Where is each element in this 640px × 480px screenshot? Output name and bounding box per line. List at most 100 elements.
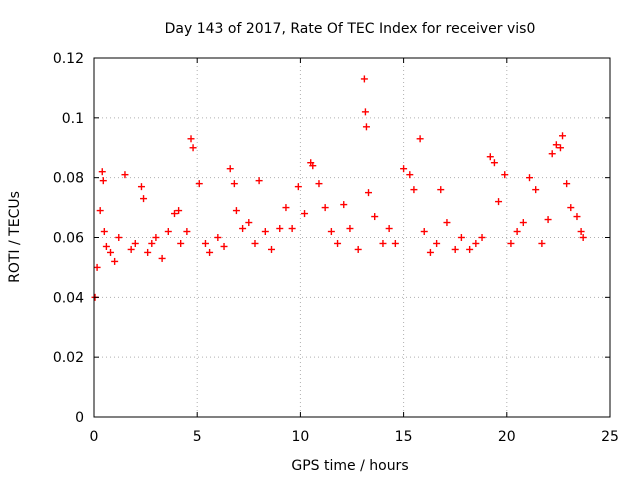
y-tick-label: 0.02 <box>53 350 84 366</box>
x-tick-label: 5 <box>193 429 202 445</box>
data-point <box>416 135 424 143</box>
data-point <box>354 245 362 253</box>
data-point <box>100 228 108 236</box>
data-point <box>245 219 253 227</box>
data-point <box>327 228 335 236</box>
data-point <box>361 108 369 116</box>
data-point <box>268 245 276 253</box>
data-point <box>321 204 329 212</box>
data-point <box>391 239 399 247</box>
data-point <box>201 239 209 247</box>
data-point <box>301 210 309 218</box>
data-point <box>544 216 552 224</box>
data-point <box>420 228 428 236</box>
data-point <box>255 177 263 185</box>
x-tick-label: 15 <box>395 429 413 445</box>
x-axis-ticks: 0 5 10 15 20 25 <box>90 58 619 445</box>
data-point <box>346 225 354 233</box>
data-point <box>140 195 148 203</box>
x-tick-label: 20 <box>498 429 516 445</box>
data-point <box>457 234 465 241</box>
data-point <box>251 239 259 247</box>
data-point <box>552 141 560 149</box>
data-point <box>563 180 571 188</box>
data-point <box>526 174 534 182</box>
data-point <box>93 263 101 271</box>
data-point <box>437 186 445 194</box>
data-point <box>214 234 222 241</box>
data-point <box>495 198 503 206</box>
data-point <box>507 239 515 247</box>
data-point <box>294 183 302 191</box>
x-tick-label: 0 <box>90 429 99 445</box>
data-point <box>513 228 521 236</box>
data-point <box>315 180 323 188</box>
y-tick-label: 0.08 <box>53 171 84 187</box>
data-point <box>189 144 197 152</box>
data-point <box>276 225 284 233</box>
data-point <box>478 234 486 241</box>
data-point <box>230 180 238 188</box>
data-point <box>121 171 129 179</box>
data-point <box>187 135 195 143</box>
data-point <box>472 239 480 247</box>
grid-layer <box>94 58 610 417</box>
data-point <box>282 204 290 212</box>
data-point <box>559 132 567 140</box>
data-point <box>466 245 474 253</box>
data-point <box>111 257 119 265</box>
data-point <box>220 242 228 250</box>
data-point <box>152 234 160 241</box>
data-point <box>158 254 166 262</box>
data-point <box>195 180 203 188</box>
data-point <box>362 123 370 131</box>
data-point <box>288 225 296 233</box>
data-point <box>102 242 110 250</box>
y-tick-label: 0.04 <box>53 290 84 306</box>
data-point <box>451 245 459 253</box>
data-point <box>406 171 414 179</box>
data-point <box>261 228 269 236</box>
data-point <box>340 201 348 209</box>
data-point <box>577 228 585 236</box>
data-point <box>532 186 540 194</box>
data-point <box>115 234 123 241</box>
data-point <box>177 239 185 247</box>
data-point <box>573 213 581 221</box>
data-point <box>183 228 191 236</box>
data-point <box>334 239 342 247</box>
data-point <box>175 207 183 215</box>
data-point <box>96 207 104 215</box>
data-point <box>556 144 564 152</box>
data-point <box>371 213 379 221</box>
data-point <box>426 248 434 256</box>
data-points <box>91 75 587 301</box>
data-point <box>131 239 139 247</box>
data-point <box>501 171 509 179</box>
data-point <box>548 150 556 158</box>
y-tick-label: 0.06 <box>53 231 84 247</box>
y-axis-ticks: 0 0.02 0.04 0.06 0.08 0.1 0.12 <box>53 51 610 426</box>
data-point <box>443 219 451 227</box>
data-point <box>400 165 408 173</box>
data-point <box>170 210 178 218</box>
data-point <box>365 189 373 197</box>
data-point <box>385 225 393 233</box>
data-point <box>490 159 498 167</box>
plot-frame <box>93 57 611 418</box>
data-point <box>148 239 156 247</box>
data-point <box>538 239 546 247</box>
data-point <box>137 183 145 191</box>
data-point <box>379 239 387 247</box>
data-point <box>226 165 234 173</box>
data-point <box>98 168 106 176</box>
y-tick-label: 0.1 <box>62 111 84 127</box>
data-point <box>410 186 418 194</box>
y-axis-label: ROTI / TECUs <box>7 191 23 283</box>
data-point <box>519 219 527 227</box>
data-point <box>99 177 107 185</box>
data-point <box>579 234 587 241</box>
data-point <box>144 248 152 256</box>
data-point <box>309 162 317 170</box>
